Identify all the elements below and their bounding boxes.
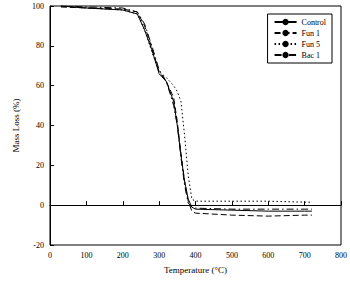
svg-text:Control: Control [302, 18, 327, 27]
svg-text:400: 400 [190, 251, 202, 260]
svg-text:Mass Loss (%): Mass Loss (%) [11, 99, 21, 153]
svg-text:100: 100 [80, 251, 92, 260]
svg-text:Bac 1: Bac 1 [302, 51, 320, 60]
svg-text:0: 0 [48, 251, 52, 260]
svg-text:-20: -20 [33, 241, 44, 250]
svg-text:Temperature (°C): Temperature (°C) [164, 265, 227, 275]
svg-text:200: 200 [117, 251, 129, 260]
svg-text:40: 40 [36, 121, 44, 130]
svg-text:60: 60 [36, 81, 44, 90]
svg-text:700: 700 [299, 251, 311, 260]
svg-text:300: 300 [153, 251, 165, 260]
svg-text:800: 800 [335, 251, 347, 260]
svg-text:500: 500 [226, 251, 238, 260]
svg-text:600: 600 [262, 251, 274, 260]
svg-text:Fun 5: Fun 5 [302, 40, 320, 49]
svg-text:0: 0 [40, 201, 44, 210]
svg-text:100: 100 [32, 2, 44, 11]
svg-text:20: 20 [36, 161, 44, 170]
svg-text:Fun 1: Fun 1 [302, 29, 320, 38]
svg-text:80: 80 [36, 41, 44, 50]
